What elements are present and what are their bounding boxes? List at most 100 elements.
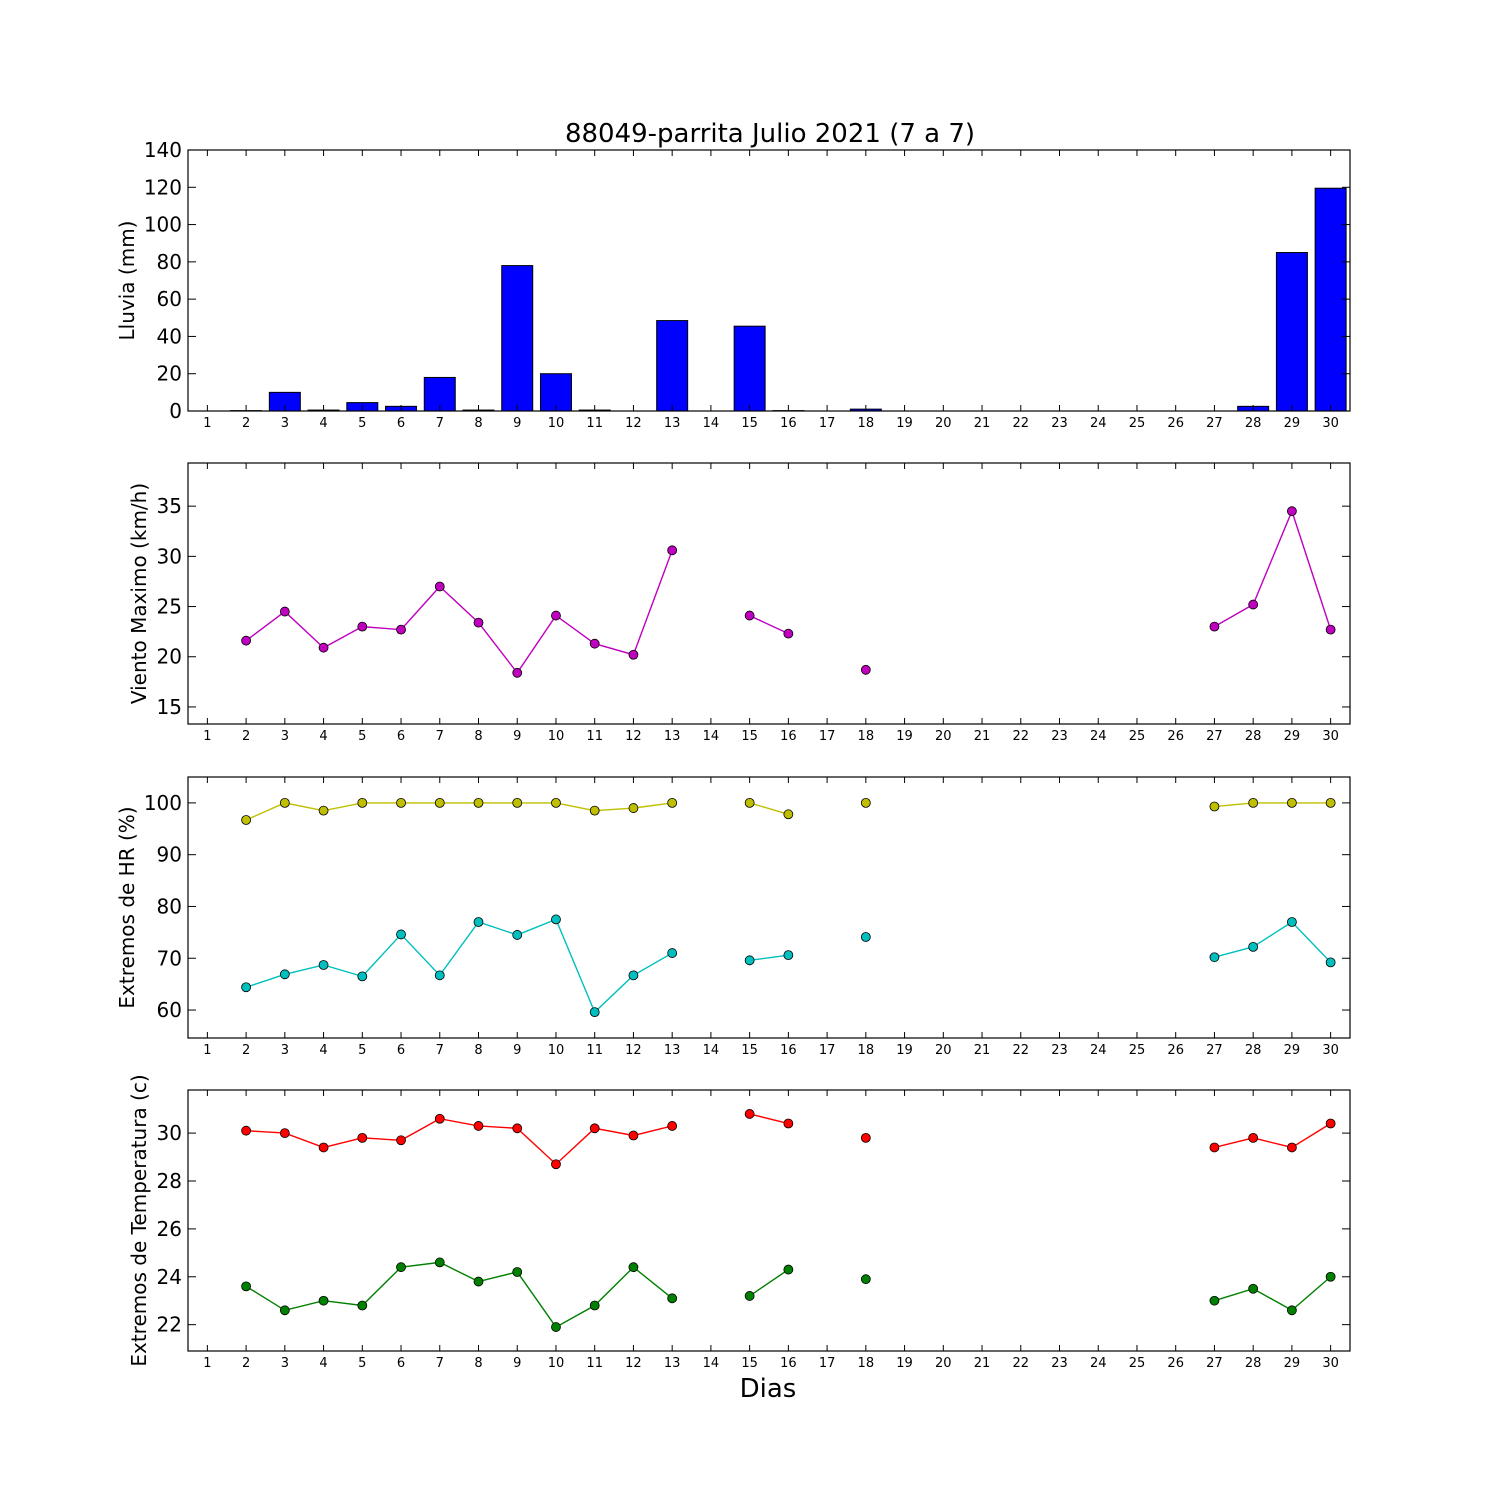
series-1-point-day-3 [279,606,290,617]
series-1-point-day-8 [473,617,484,628]
x-tick-label: 19 [896,729,913,744]
series-1-point-day-3 [279,1128,290,1139]
x-tick-label: 13 [664,729,681,744]
x-tick-label: 26 [1167,1043,1184,1058]
x-tick-label: 1 [203,1356,211,1371]
series-1-point-day-11 [589,805,600,816]
x-tick-label: 5 [358,1043,366,1058]
x-tick-label: 18 [858,1043,875,1058]
y-tick-label: 80 [157,894,182,918]
x-tick-label: 12 [625,1043,642,1058]
x-tick-label: 5 [358,416,366,431]
x-tick-label: 10 [548,416,565,431]
x-tick-label: 7 [436,416,444,431]
x-tick-label: 2 [242,729,250,744]
series-2-point-day-15 [744,1291,755,1301]
series-2-point-day-16 [783,1264,794,1275]
x-tick-label: 23 [1051,1356,1068,1371]
x-tick-label: 17 [819,1356,836,1371]
x-tick-label: 27 [1206,729,1223,744]
series-2-point-day-11 [589,1007,600,1018]
series-1-point-day-4 [318,805,329,816]
x-tick-label: 29 [1284,729,1301,744]
x-tick-label: 17 [819,1043,836,1058]
x-tick-label: 9 [513,1043,521,1058]
x-tick-label: 23 [1051,729,1068,744]
x-tick-label: 26 [1167,416,1184,431]
x-tick-label: 1 [203,416,211,431]
series-1-line [1214,1122,1332,1149]
series-2-point-day-15 [744,955,755,966]
y-axis-label: Viento Maximo (km/h) [127,483,151,704]
x-tick-label: 11 [586,1043,603,1058]
series-1-point-day-2 [241,635,252,646]
x-tick-label: 30 [1322,1043,1339,1058]
series-1-point-day-18 [860,797,871,808]
x-tick-label: 20 [935,416,952,431]
series-1-point-day-13 [667,797,678,808]
x-tick-label: 8 [474,1043,482,1058]
x-tick-label: 30 [1322,1356,1339,1371]
series-1-point-day-27 [1209,801,1220,812]
series-1-line [245,550,673,674]
series-2-point-day-13 [667,948,678,958]
y-tick-label: 100 [144,791,182,815]
y-tick-label: 0 [169,399,182,423]
x-tick-label: 19 [896,1356,913,1371]
series-1-line [749,802,789,815]
series-2-point-day-10 [551,914,561,925]
series-1-point-day-9 [512,667,523,678]
x-tick-label: 25 [1129,729,1146,744]
x-tick-label: 14 [703,1043,720,1058]
x-tick-label: 10 [548,1356,565,1371]
x-tick-label: 11 [586,1356,603,1371]
x-tick-label: 24 [1090,416,1107,431]
x-tick-label: 28 [1245,1356,1262,1371]
bar-day-13 [656,320,689,412]
x-tick-label: 28 [1245,729,1262,744]
x-tick-label: 21 [974,729,991,744]
series-1-point-day-9 [512,1123,523,1134]
x-tick-label: 13 [664,1356,681,1371]
x-tick-label: 21 [974,1043,991,1058]
x-tick-label: 2 [242,1356,250,1371]
x-tick-label: 6 [397,729,405,744]
series-1-point-day-30 [1325,1118,1336,1129]
bar-day-29 [1275,252,1308,412]
series-2-point-day-9 [512,930,523,940]
series-1-point-day-11 [589,1123,600,1134]
series-2-point-day-12 [628,1262,639,1273]
bar-day-10 [539,373,572,412]
x-tick-label: 15 [741,1356,758,1371]
x-tick-label: 23 [1051,416,1068,431]
x-tick-label: 25 [1129,1356,1146,1371]
x-tick-label: 8 [474,416,482,431]
series-2-point-day-10 [551,1322,561,1332]
series-2-line [749,1269,789,1297]
y-tick-label: 90 [157,843,182,867]
x-tick-label: 20 [935,729,952,744]
x-tick-label: 7 [436,1356,444,1371]
series-2-point-day-2 [241,1281,252,1292]
series-1-point-day-16 [783,628,794,639]
y-tick-label: 24 [157,1265,182,1289]
series-1-point-day-10 [551,1159,561,1170]
series-2-point-day-6 [396,929,406,940]
series-1-point-day-10 [551,610,561,621]
series-2-point-day-29 [1287,1305,1297,1316]
x-tick-label: 17 [819,729,836,744]
series-1-line [246,1117,673,1166]
series-1-point-day-8 [473,797,484,808]
x-tick-label: 7 [436,1043,444,1058]
x-tick-label: 29 [1284,416,1301,431]
axes-frame [187,1089,1351,1352]
y-tick-label: 30 [157,544,182,568]
x-tick-label: 24 [1090,1043,1107,1058]
x-tick-label: 7 [436,729,444,744]
series-1-point-day-4 [318,1142,329,1153]
x-tick-label: 20 [935,1356,952,1371]
x-axis-label: Dias [740,1374,797,1404]
